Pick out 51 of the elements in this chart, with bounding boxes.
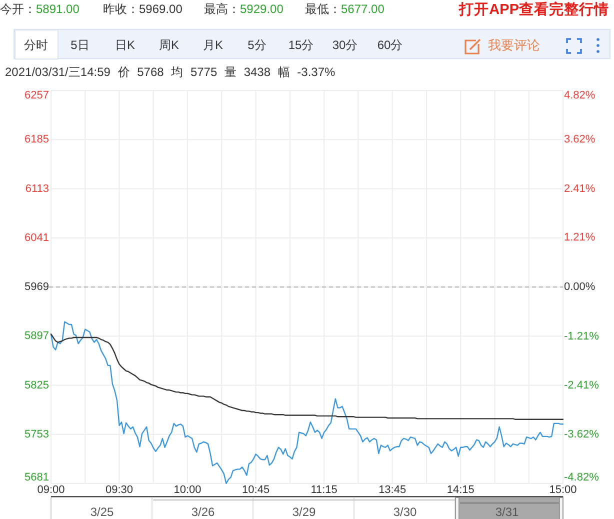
text: 最高： bbox=[204, 2, 240, 16]
text: 5677.00 bbox=[341, 2, 385, 16]
text: 30分 bbox=[332, 38, 358, 52]
y2-tick-label: 1.21% bbox=[564, 232, 596, 244]
text: 5891.00 bbox=[36, 2, 80, 16]
text: 3/26 bbox=[191, 505, 215, 519]
x-tick-label: 09:00 bbox=[37, 484, 65, 496]
x-tick-label: 09:30 bbox=[106, 484, 134, 496]
text: 分时 bbox=[24, 38, 48, 52]
y-tick-label: 6113 bbox=[25, 182, 49, 195]
text: 3/31 bbox=[495, 505, 519, 519]
text: 60分 bbox=[377, 38, 403, 52]
text: 昨收： bbox=[103, 2, 139, 16]
text: 月K bbox=[202, 38, 224, 52]
y-tick-label: 5681 bbox=[24, 472, 49, 484]
text: 5929.00 bbox=[240, 2, 284, 16]
y2-tick-label: -3.62% bbox=[564, 428, 600, 441]
x-tick-label: 11:15 bbox=[310, 484, 338, 496]
y2-tick-label: -1.21% bbox=[564, 330, 600, 342]
y-tick-label: 5969 bbox=[24, 281, 49, 293]
x-tick-label: 13:45 bbox=[378, 484, 406, 496]
y-tick-label: 6257 bbox=[24, 90, 49, 102]
x-tick-label: 15:00 bbox=[549, 484, 577, 496]
text: 3/29 bbox=[292, 505, 316, 519]
y2-tick-label: 2.41% bbox=[564, 182, 596, 195]
y2-tick-label: 0.00% bbox=[564, 281, 596, 293]
text: 今开： bbox=[0, 2, 36, 16]
text: 日K bbox=[114, 38, 136, 52]
y-tick-label: 5897 bbox=[24, 330, 49, 342]
x-tick-label: 10:00 bbox=[174, 484, 202, 496]
x-tick-label: 14:15 bbox=[446, 484, 474, 496]
text: 2021/03/31/三14:59 价 5768 均 5775 量 3438 幅 -3.37% bbox=[5, 65, 336, 79]
text: 5969.00 bbox=[139, 2, 183, 16]
text: 3/30 bbox=[393, 505, 417, 519]
text: 5分 bbox=[248, 38, 266, 52]
y-tick-label: 5825 bbox=[24, 379, 49, 392]
text: 我要评论 bbox=[488, 38, 540, 52]
text: 15分 bbox=[288, 38, 314, 52]
text: 5日 bbox=[70, 38, 90, 52]
y-tick-label: 6041 bbox=[24, 232, 49, 244]
y2-tick-label: -4.82% bbox=[564, 472, 600, 484]
y2-tick-label: 4.82% bbox=[564, 90, 596, 102]
text: 最低： bbox=[305, 2, 341, 16]
text: 3/25 bbox=[90, 505, 114, 519]
y-tick-label: 6185 bbox=[24, 134, 49, 146]
y2-tick-label: 3.62% bbox=[564, 133, 596, 146]
text: 打开APP查看完整行情 bbox=[458, 0, 609, 18]
x-tick-label: 10:45 bbox=[242, 484, 270, 496]
text: 周K bbox=[158, 38, 180, 52]
y2-tick-label: -2.41% bbox=[564, 379, 600, 392]
y-tick-label: 5753 bbox=[24, 428, 49, 440]
